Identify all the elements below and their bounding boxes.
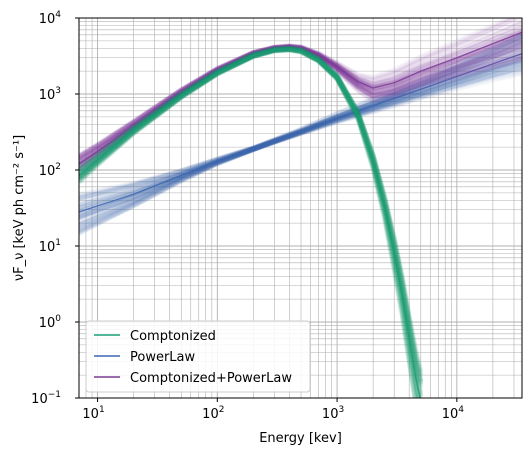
posterior-sample-curve bbox=[79, 45, 424, 397]
series-layer bbox=[79, 18, 522, 398]
posterior-sample-curve bbox=[79, 64, 522, 228]
posterior-sample-curve bbox=[79, 25, 522, 161]
posterior-sample-curve bbox=[79, 45, 424, 373]
posterior-sample-curve bbox=[79, 40, 522, 173]
posterior-sample-curve bbox=[79, 45, 522, 172]
posterior-sample-curve bbox=[79, 30, 522, 173]
posterior-sample-curve bbox=[79, 18, 522, 158]
posterior-sample-curve bbox=[79, 33, 522, 201]
posterior-sample-curve bbox=[79, 18, 522, 162]
legend: Comptonized PowerLaw Comptonized+PowerLaw bbox=[85, 320, 311, 393]
posterior-sample-curve bbox=[79, 45, 424, 398]
series-comptonized-powerlaw bbox=[79, 18, 522, 173]
posterior-sample-curve bbox=[79, 71, 522, 219]
posterior-sample-curve bbox=[79, 45, 424, 375]
posterior-sample-curve bbox=[79, 45, 424, 386]
posterior-sample-curve bbox=[79, 46, 522, 208]
posterior-sample-curve bbox=[79, 45, 424, 384]
posterior-sample-curve bbox=[79, 42, 522, 173]
y-axis-label: νF_ν [keV ph cm⁻² s⁻¹] bbox=[12, 135, 27, 281]
posterior-sample-curve bbox=[79, 45, 522, 171]
posterior-sample-curve bbox=[79, 47, 522, 208]
posterior-sample-curve bbox=[79, 59, 522, 224]
series-median-line bbox=[79, 48, 421, 398]
x-axis-label: Energy [kev] bbox=[259, 431, 342, 446]
posterior-sample-curve bbox=[79, 47, 418, 398]
series-median-line bbox=[79, 31, 522, 165]
posterior-sample-curve bbox=[79, 33, 522, 204]
posterior-sample-curve bbox=[79, 59, 522, 199]
grid bbox=[78, 17, 522, 399]
posterior-sample-curve bbox=[79, 45, 424, 383]
posterior-sample-curve bbox=[79, 57, 522, 198]
posterior-sample-curve bbox=[79, 47, 418, 398]
posterior-sample-curve bbox=[79, 45, 522, 171]
posterior-sample-curve bbox=[79, 57, 522, 230]
posterior-sample-curve bbox=[79, 45, 424, 382]
series-comptonized bbox=[79, 45, 424, 398]
posterior-sample-curve bbox=[79, 41, 522, 170]
posterior-sample-curve bbox=[79, 45, 424, 385]
legend-label: Comptonized bbox=[130, 329, 216, 344]
posterior-sample-curve bbox=[79, 38, 522, 202]
legend-label: Comptonized+PowerLaw bbox=[130, 371, 292, 386]
legend-label: PowerLaw bbox=[130, 350, 196, 365]
posterior-sample-curve bbox=[79, 26, 522, 161]
posterior-sample-curve bbox=[79, 64, 522, 220]
posterior-sample-curve bbox=[79, 30, 522, 173]
plot-frame bbox=[78, 17, 523, 399]
posterior-sample-curve bbox=[79, 65, 522, 234]
legend-box bbox=[85, 320, 311, 393]
posterior-sample-curve bbox=[79, 64, 522, 219]
posterior-sample-curve bbox=[79, 31, 522, 215]
series-powerlaw bbox=[79, 31, 522, 236]
posterior-sample-curve bbox=[79, 29, 522, 160]
series-median-line bbox=[79, 52, 522, 213]
posterior-sample-curve bbox=[79, 43, 522, 210]
posterior-sample-curve bbox=[79, 55, 522, 234]
posterior-sample-curve bbox=[79, 18, 517, 160]
posterior-sample-curve bbox=[79, 59, 522, 225]
